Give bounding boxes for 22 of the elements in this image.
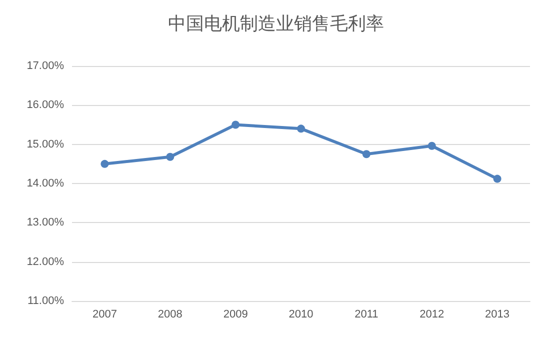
x-tick-label: 2007 (92, 308, 117, 320)
y-tick-label: 16.00% (26, 99, 64, 112)
x-tick-label: 2011 (354, 308, 378, 320)
point (100, 160, 109, 168)
x-tick-label: 2010 (288, 308, 314, 320)
y-tick-label: 15.00% (26, 138, 64, 150)
x-tick-label: 2012 (420, 308, 444, 320)
y-tick-label: 14.00% (26, 178, 64, 190)
chart-title: 中国电机制造业销售毛利率 (168, 14, 384, 34)
point (166, 152, 174, 161)
point (297, 124, 305, 133)
point (232, 120, 240, 129)
point (428, 142, 436, 150)
y-tick-label: 13.00% (26, 216, 64, 229)
x-tick-label: 2008 (158, 308, 182, 320)
point (493, 174, 502, 183)
point (362, 150, 370, 158)
y-tick-label: 12.00% (26, 256, 64, 268)
y-tick-label: 17.00% (26, 60, 64, 72)
y-tick-label: 11.00% (28, 295, 64, 307)
x-tick-label: 2009 (223, 308, 248, 320)
x-tick-label: 2013 (485, 308, 510, 320)
